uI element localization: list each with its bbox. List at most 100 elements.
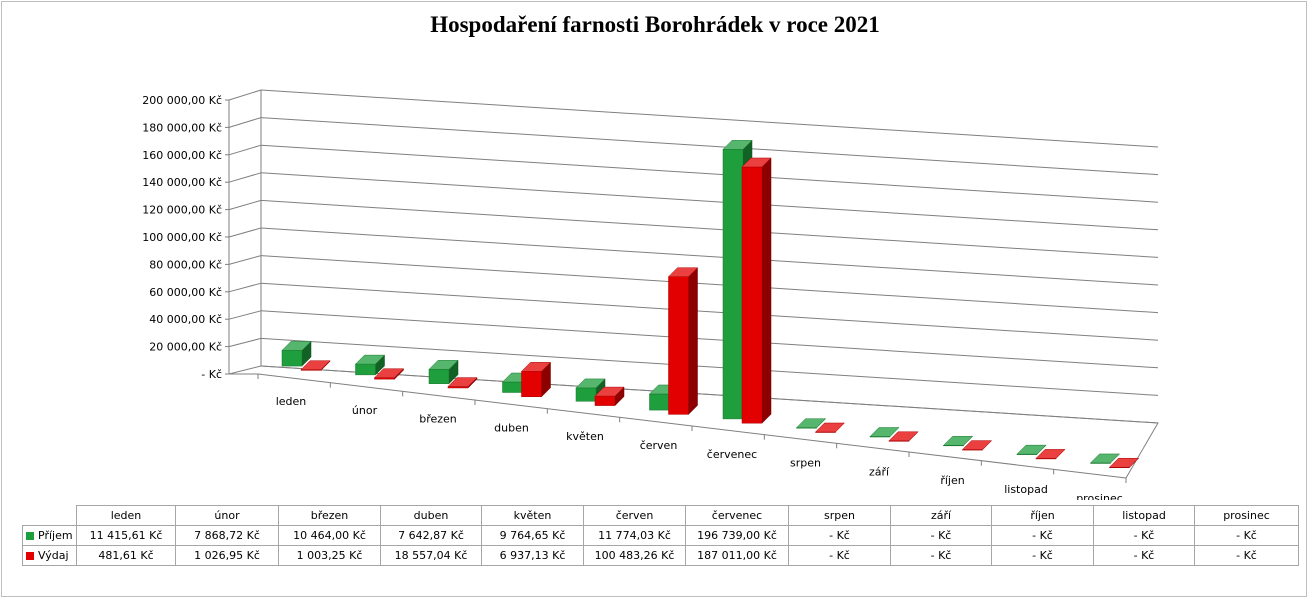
y-tick-label: 80 000,00 Kč (149, 258, 222, 271)
data-table-column-header: duben (380, 505, 482, 526)
x-tick-label: leden (276, 395, 307, 408)
x-tick-label: březen (419, 413, 457, 426)
data-table-cell: 6 937,13 Kč (481, 545, 584, 566)
data-table-cell: 187 011,00 Kč (685, 545, 789, 566)
data-table-cell: - Kč (890, 525, 992, 546)
data-table-cell: 18 557,04 Kč (380, 545, 482, 566)
data-table-cell: 10 464,00 Kč (278, 525, 381, 546)
bar-vydaj (594, 386, 625, 407)
data-table-row: Výdaj 481,61 Kč 1 026,95 Kč 1 003,25 Kč 18 5… (22, 545, 1299, 566)
bar-prijem (354, 354, 386, 376)
gridline (260, 144, 1159, 203)
data-table-row: Příjem 11 415,61 Kč 7 868,72 Kč 10 464,00 K… (22, 525, 1299, 546)
gridline (260, 227, 1159, 286)
gridline-side (228, 255, 262, 265)
y-tick-label: 160 000,00 Kč (142, 149, 222, 162)
bar-prijem (1089, 453, 1121, 464)
gridline-side (228, 282, 262, 293)
bar-vydaj (520, 361, 552, 398)
data-table-cell: 7 642,87 Kč (380, 525, 482, 546)
data-table-column-header: říjen (991, 505, 1094, 526)
bar-vydaj (888, 431, 919, 442)
data-table-cell: 1 026,95 Kč (175, 545, 279, 566)
data-table-cell: - Kč (890, 545, 992, 566)
data-table-cell: 11 415,61 Kč (76, 525, 176, 546)
gridline (260, 337, 1159, 396)
x-tick-label: únor (352, 404, 378, 417)
y-tick-label: 180 000,00 Kč (142, 121, 222, 134)
gridline-side (228, 144, 262, 156)
gridline (260, 117, 1159, 176)
bar-vydaj (961, 440, 993, 451)
gridline (260, 282, 1159, 341)
bar-prijem (869, 427, 900, 438)
data-table-header-row: leden únor březen duben květen červen červenec… (22, 505, 1299, 526)
bar-vydaj (447, 376, 478, 389)
data-table-cell: - Kč (1194, 525, 1299, 546)
data-table-cell: - Kč (991, 545, 1094, 566)
bar-vydaj (373, 368, 405, 380)
gridline-side (228, 337, 262, 348)
gridline (260, 172, 1159, 231)
bar-vydaj (300, 360, 331, 371)
bar-prijem (428, 359, 459, 385)
y-tick-label: 140 000,00 Kč (142, 176, 222, 189)
legend-key (26, 532, 34, 540)
data-table-column-header: září (890, 505, 992, 526)
legend-label: Výdaj (38, 549, 69, 562)
gridline-side (228, 117, 262, 128)
legend-entry: Příjem (22, 525, 77, 546)
legend-key (26, 552, 34, 560)
legend-entry: Výdaj (22, 545, 77, 566)
x-tick-label: prosinec (1076, 492, 1123, 500)
data-table-column-header: červenec (685, 505, 789, 526)
x-tick-label: duben (494, 421, 529, 434)
y-tick-label: - Kč (201, 368, 222, 381)
bar-prijem (575, 378, 606, 402)
data-table-cell: - Kč (991, 525, 1094, 546)
x-tick-label: červenec (707, 448, 757, 461)
bar-vydaj (1108, 457, 1140, 468)
data-table-cell: 481,61 Kč (76, 545, 176, 566)
gridline-side (228, 172, 262, 183)
data-table-column-header: květen (481, 505, 584, 526)
y-tick-label: 60 000,00 Kč (149, 286, 222, 299)
data-table-cell: 9 764,65 Kč (481, 525, 584, 546)
gridline (260, 199, 1159, 258)
y-tick-label: 20 000,00 Kč (149, 341, 222, 354)
data-table-cell: 7 868,72 Kč (175, 525, 279, 546)
chart-title: Hospodaření farnosti Borohrádek v roce 2… (430, 12, 880, 37)
data-table-column-header: leden (76, 505, 176, 526)
data-table-cell: - Kč (1194, 545, 1299, 566)
bar-vydaj (741, 157, 772, 424)
bar-prijem (795, 418, 827, 429)
data-table-cell: 196 739,00 Kč (685, 525, 789, 546)
gridline-side (228, 89, 262, 101)
legend-label: Příjem (38, 529, 73, 542)
data-table-cell: - Kč (1093, 525, 1195, 546)
data-table-corner (22, 505, 77, 526)
y-tick-label: 120 000,00 Kč (142, 204, 222, 217)
y-tick-label: 100 000,00 Kč (142, 231, 222, 244)
data-table-cell: - Kč (1093, 545, 1195, 566)
bar-vydaj (1035, 449, 1066, 460)
bar-prijem (281, 340, 312, 367)
gridline (260, 89, 1159, 148)
x-tick-label: říjen (940, 474, 964, 487)
chart-plot: - Kč 20 000,00 Kč 40 000,00 Kč 60 000,00 Kč… (142, 89, 1159, 500)
data-table-column-header: srpen (788, 505, 891, 526)
bar-vydaj (814, 422, 846, 433)
gridline-side (228, 310, 262, 320)
bar-vydaj (667, 267, 699, 415)
data-table-column-header: únor (175, 505, 279, 526)
x-tick-label: červen (640, 439, 678, 452)
x-tick-label: srpen (790, 457, 821, 470)
data-table-cell: 11 774,03 Kč (583, 525, 686, 546)
gridline-side (228, 227, 262, 238)
data-table-column-header: březen (278, 505, 381, 526)
y-tick-label: 200 000,00 Kč (142, 94, 222, 107)
data-table-cell: 1 003,25 Kč (278, 545, 381, 566)
gridline-side (228, 199, 262, 211)
floor-back-edge (260, 365, 1159, 479)
